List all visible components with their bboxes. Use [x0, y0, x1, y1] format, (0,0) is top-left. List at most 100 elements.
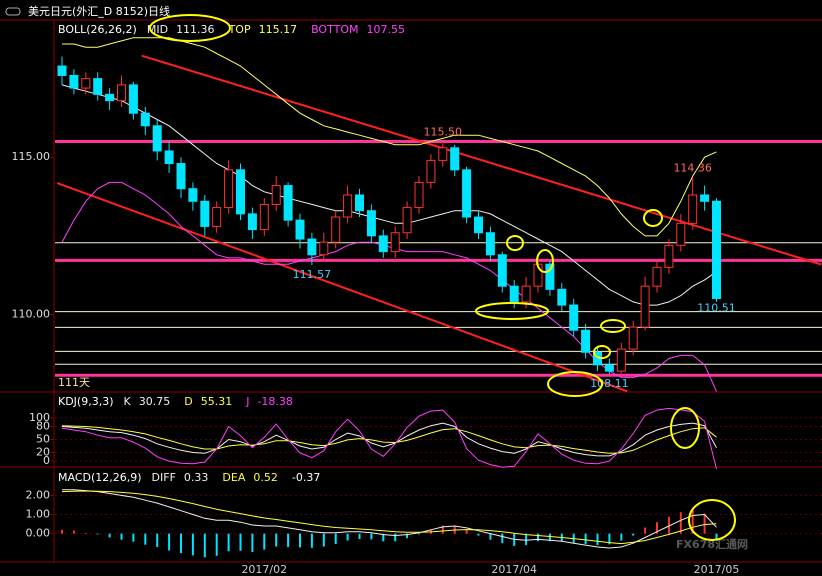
- boll-line: [62, 37, 717, 237]
- candle-body: [105, 93, 115, 102]
- candle-body: [117, 84, 126, 102]
- y-tick-label: 50: [36, 433, 50, 446]
- candle-body: [688, 194, 698, 224]
- indicator-line: [62, 489, 717, 549]
- highlight: [536, 249, 554, 273]
- highlight: [593, 345, 611, 359]
- candle-body: [652, 266, 662, 287]
- y-tick-label: 100: [29, 411, 50, 424]
- legend-value: 55.31: [201, 395, 233, 408]
- legend-name: DEA: [222, 471, 245, 484]
- candle-body: [509, 285, 519, 303]
- candle-body: [616, 348, 626, 372]
- candle-body: [569, 304, 579, 331]
- legend-value: -18.38: [257, 395, 292, 408]
- candle-body: [93, 78, 103, 95]
- indicator-line: [61, 422, 717, 457]
- candle-body: [581, 329, 591, 353]
- candle-body: [57, 65, 67, 76]
- candle-body: [426, 159, 436, 183]
- x-tick-label: 2017/05: [694, 563, 740, 576]
- legend-value: 111.36: [176, 23, 215, 36]
- price-annotation: 108.11: [590, 377, 629, 390]
- candle-body: [283, 185, 293, 221]
- y-tick-label: 2.00: [26, 488, 51, 501]
- candle-body: [462, 169, 472, 218]
- candle-body: [378, 235, 388, 253]
- candle-body: [497, 254, 507, 287]
- candle-body: [438, 147, 448, 161]
- candle-body: [366, 210, 376, 237]
- candle-body: [604, 364, 614, 372]
- boll-line: [61, 84, 717, 306]
- x-tick-label: 2017/04: [491, 563, 537, 576]
- legend-value: 0.52: [253, 471, 278, 484]
- candle-body: [188, 188, 198, 202]
- trend-line: [56, 182, 628, 393]
- candle-body: [474, 216, 483, 234]
- candle-body: [319, 241, 329, 256]
- panel-frame: [0, 19, 822, 563]
- candle-body: [81, 78, 91, 89]
- highlight: [149, 14, 231, 42]
- price-annotation: 115.50: [424, 126, 463, 139]
- y-tick-label: 1.00: [26, 508, 51, 521]
- highlight: [688, 499, 736, 541]
- candle-body: [236, 169, 245, 215]
- day-count: 111天: [58, 376, 90, 389]
- y-tick-label: 20: [36, 445, 50, 458]
- candle-body: [450, 147, 460, 171]
- legend-value: 115.17: [259, 23, 298, 36]
- candle-body: [140, 112, 150, 127]
- candle-body: [152, 125, 162, 152]
- y-tick-label: 0: [43, 454, 50, 467]
- candle-body: [628, 326, 638, 350]
- candle-body: [545, 263, 555, 290]
- highlight: [600, 319, 626, 333]
- legend-value: -0.37: [292, 471, 320, 484]
- legend-value: 30.75: [139, 395, 171, 408]
- trend-line: [141, 54, 822, 266]
- candle-body: [676, 222, 686, 246]
- legend-name: TOP: [228, 23, 251, 36]
- y-tick-label: 0.00: [26, 527, 51, 540]
- y-tick-label: 115.00: [12, 150, 51, 163]
- indicator-label: BOLL(26,26,2): [58, 23, 137, 36]
- candle-body: [414, 181, 424, 209]
- candle-body: [259, 203, 269, 231]
- highlight: [643, 209, 663, 227]
- candle-body: [557, 288, 567, 306]
- window-icon: [5, 7, 21, 16]
- y-tick-label: 110.00: [12, 308, 51, 321]
- highlight: [670, 407, 700, 449]
- legend-name: J: [245, 395, 249, 408]
- legend-name: K: [124, 395, 132, 408]
- legend-name: BOTTOM: [311, 23, 358, 36]
- legend-value: 107.55: [366, 23, 405, 36]
- legend-name: D: [184, 395, 192, 408]
- candle-body: [485, 232, 495, 256]
- indicator-line: [61, 490, 717, 545]
- candle-body: [212, 207, 222, 227]
- candle-body: [271, 185, 281, 205]
- chart-title: 美元日元(外汇_D 8152)日线: [28, 4, 170, 18]
- legend-value: 0.33: [184, 471, 209, 484]
- candle-body: [331, 216, 341, 243]
- candle-body: [664, 244, 674, 268]
- candle-body: [521, 285, 531, 303]
- kdj-title: KDJ(9,3,3): [58, 395, 114, 408]
- indicator-line: [61, 425, 717, 454]
- x-tick-label: 2017/02: [241, 563, 287, 576]
- legend-name: DIFF: [152, 471, 176, 484]
- candle-body: [355, 194, 364, 212]
- candle-body: [164, 150, 174, 165]
- price-annotation: 110.51: [697, 301, 736, 314]
- icon-shape: [5, 7, 21, 16]
- candle-body: [200, 200, 210, 227]
- price-annotation: 111.57: [293, 268, 332, 281]
- candle-body: [390, 232, 400, 253]
- candle-body: [712, 200, 721, 299]
